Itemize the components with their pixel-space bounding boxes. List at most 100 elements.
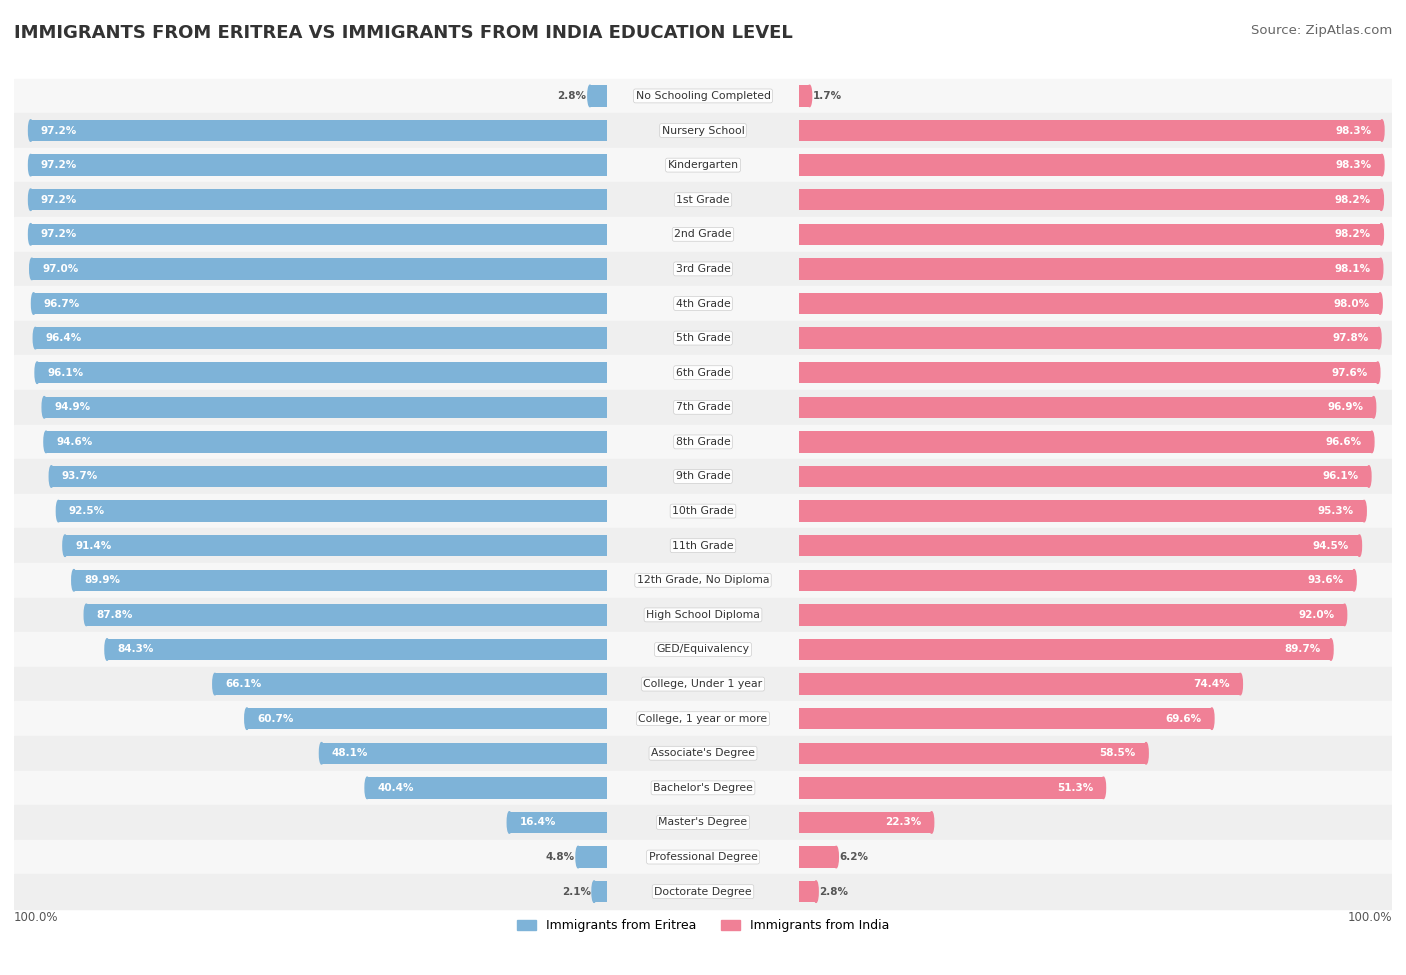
Bar [800, 708, 1212, 729]
Bar [14, 598, 1392, 632]
Circle shape [1101, 777, 1105, 799]
Bar [800, 812, 932, 834]
Circle shape [1239, 674, 1243, 695]
Text: Kindergarten: Kindergarten [668, 160, 738, 170]
Text: College, Under 1 year: College, Under 1 year [644, 679, 762, 689]
Text: 69.6%: 69.6% [1166, 714, 1202, 723]
Circle shape [245, 708, 249, 729]
Bar [59, 500, 606, 522]
Bar [14, 736, 1392, 770]
Text: 94.6%: 94.6% [56, 437, 93, 447]
Bar [578, 846, 606, 868]
Bar [14, 632, 1392, 667]
Text: 9th Grade: 9th Grade [676, 472, 730, 482]
Bar [800, 569, 1354, 591]
Text: 97.2%: 97.2% [41, 229, 77, 239]
Circle shape [366, 777, 370, 799]
Bar [800, 431, 1372, 452]
Circle shape [63, 535, 67, 557]
Circle shape [28, 154, 32, 176]
Text: 89.9%: 89.9% [84, 575, 121, 585]
Text: 97.2%: 97.2% [41, 195, 77, 205]
Circle shape [1379, 154, 1384, 176]
Text: 100.0%: 100.0% [1347, 911, 1392, 924]
Text: 97.2%: 97.2% [41, 126, 77, 136]
Circle shape [807, 85, 811, 106]
Circle shape [834, 846, 838, 868]
Text: 93.7%: 93.7% [62, 472, 98, 482]
Bar [14, 182, 1392, 217]
Text: 22.3%: 22.3% [884, 817, 921, 828]
Circle shape [1144, 743, 1149, 764]
Text: Professional Degree: Professional Degree [648, 852, 758, 862]
Text: 92.5%: 92.5% [69, 506, 105, 516]
Text: 95.3%: 95.3% [1317, 506, 1354, 516]
Bar [34, 292, 606, 314]
Text: 7th Grade: 7th Grade [676, 403, 730, 412]
Circle shape [929, 812, 934, 834]
Circle shape [814, 881, 818, 903]
Circle shape [56, 500, 60, 522]
Bar [800, 846, 837, 868]
Bar [800, 604, 1344, 626]
Circle shape [28, 120, 32, 141]
Text: 96.1%: 96.1% [1323, 472, 1358, 482]
Text: 2.8%: 2.8% [820, 886, 848, 897]
Text: IMMIGRANTS FROM ERITREA VS IMMIGRANTS FROM INDIA EDUCATION LEVEL: IMMIGRANTS FROM ERITREA VS IMMIGRANTS FR… [14, 24, 793, 42]
Text: 91.4%: 91.4% [76, 541, 111, 551]
Circle shape [1362, 500, 1367, 522]
Bar [800, 120, 1382, 141]
Circle shape [30, 258, 34, 280]
Bar [800, 292, 1381, 314]
Bar [14, 563, 1392, 598]
Circle shape [28, 223, 32, 245]
Bar [14, 459, 1392, 493]
Bar [14, 770, 1392, 805]
Circle shape [42, 397, 46, 418]
Circle shape [1209, 708, 1213, 729]
Circle shape [1357, 535, 1361, 557]
Text: 60.7%: 60.7% [257, 714, 294, 723]
Circle shape [1379, 120, 1384, 141]
Bar [800, 85, 810, 106]
Circle shape [1378, 292, 1382, 314]
Bar [367, 777, 606, 799]
Bar [800, 189, 1381, 211]
Circle shape [508, 812, 512, 834]
Circle shape [34, 328, 38, 349]
Bar [800, 466, 1369, 488]
Bar [800, 743, 1146, 764]
Bar [591, 85, 606, 106]
Bar [800, 328, 1379, 349]
Text: College, 1 year or more: College, 1 year or more [638, 714, 768, 723]
Text: 94.5%: 94.5% [1313, 541, 1348, 551]
Text: 98.3%: 98.3% [1336, 126, 1371, 136]
Bar [595, 881, 606, 903]
Bar [14, 148, 1392, 182]
Text: 5th Grade: 5th Grade [676, 333, 730, 343]
Bar [14, 875, 1392, 909]
Bar [322, 743, 606, 764]
Bar [800, 397, 1374, 418]
Circle shape [1369, 431, 1374, 452]
Text: 10th Grade: 10th Grade [672, 506, 734, 516]
Bar [14, 390, 1392, 424]
Circle shape [319, 743, 323, 764]
Bar [46, 431, 606, 452]
Text: Master's Degree: Master's Degree [658, 817, 748, 828]
Text: 4.8%: 4.8% [546, 852, 575, 862]
Bar [800, 362, 1378, 383]
Circle shape [1343, 604, 1347, 626]
Bar [31, 154, 606, 176]
Bar [14, 528, 1392, 563]
Text: 96.6%: 96.6% [1326, 437, 1361, 447]
Bar [800, 223, 1381, 245]
Text: 4th Grade: 4th Grade [676, 298, 730, 308]
Circle shape [72, 569, 76, 591]
Bar [800, 639, 1331, 660]
Circle shape [1353, 569, 1357, 591]
Text: 6th Grade: 6th Grade [676, 368, 730, 377]
Bar [65, 535, 606, 557]
Text: 58.5%: 58.5% [1099, 748, 1136, 759]
Text: 96.7%: 96.7% [44, 298, 80, 308]
